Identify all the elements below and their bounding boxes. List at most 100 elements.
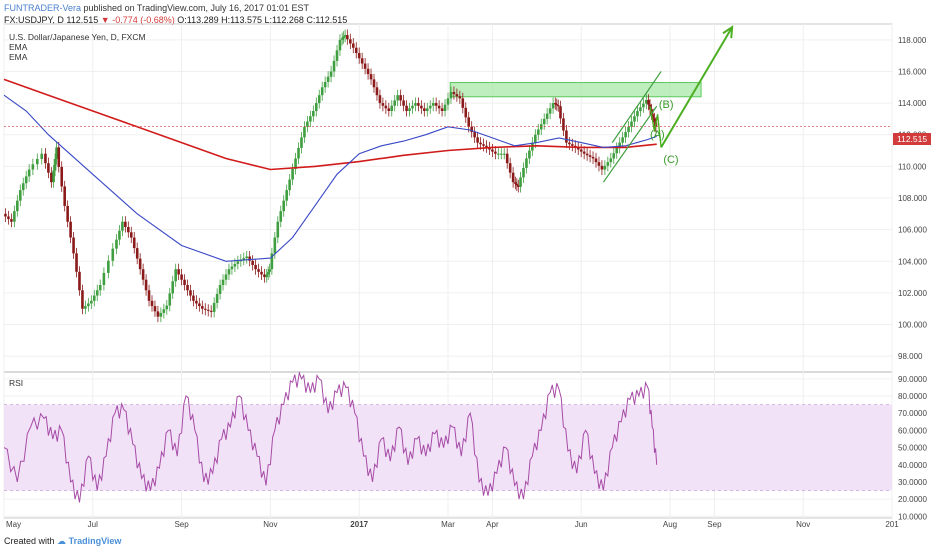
candle-body (579, 149, 583, 152)
candle-body (335, 50, 339, 61)
rsi-legend[interactable]: RSI (9, 378, 23, 388)
candle-body (21, 183, 25, 191)
candle-body (582, 151, 586, 154)
candle-body (198, 303, 201, 307)
candle-body (294, 158, 297, 169)
candle-body (248, 256, 251, 261)
candle-body (591, 156, 595, 159)
candle-body (215, 293, 219, 303)
candle-body (434, 103, 438, 106)
candle-body (606, 162, 610, 166)
candle-body (55, 147, 58, 159)
candle-body (633, 116, 636, 122)
candle-body (639, 107, 642, 111)
candle-body (118, 230, 121, 240)
candle-body (138, 258, 142, 270)
candle-body (514, 182, 517, 184)
candle-body (515, 183, 519, 186)
candle-body (630, 121, 633, 127)
candle-body (618, 142, 621, 148)
ohlc-values: O:113.289 H:113.575 L:112.268 C:112.515 (177, 15, 348, 25)
candle-body (320, 87, 324, 96)
candle-body (102, 272, 106, 285)
candle-body (642, 103, 645, 108)
candle-body (245, 256, 249, 259)
annotations: (B) (A) (C) (602, 25, 734, 183)
candle-body (129, 232, 133, 238)
time-tick-label: Mar (441, 520, 455, 529)
candle-body (647, 99, 650, 105)
candle-body (408, 108, 411, 111)
candle-body (576, 147, 580, 150)
ema-legend-1[interactable]: EMA (9, 42, 28, 52)
candle-body (317, 95, 321, 104)
rsi-tick-label: 80.0000 (898, 392, 927, 401)
candle-body (343, 35, 347, 37)
candle-body (440, 108, 444, 111)
channel-upper-line (611, 71, 662, 143)
candle-body (266, 271, 270, 275)
candle-body (180, 274, 183, 280)
candle-body (517, 185, 520, 187)
candle-body (63, 186, 66, 206)
candle-body (260, 271, 263, 275)
candle-body (621, 137, 624, 143)
candle-body (254, 264, 257, 270)
candle-body (615, 147, 619, 154)
candle-body (69, 221, 72, 238)
candle-body (47, 163, 50, 173)
candle-body (399, 95, 402, 101)
candle-body (508, 163, 512, 173)
rsi-tick-label: 20.0000 (898, 495, 927, 504)
candle-body (594, 158, 598, 163)
candle-body (458, 96, 462, 99)
time-tick-label: Aug (663, 520, 677, 529)
symbol-label[interactable]: FX:USDJPY, D (4, 15, 64, 25)
candle-body (227, 269, 231, 275)
candle-body (50, 172, 53, 183)
price-axis[interactable]: 98.000 100.000 102.000 104.000 106.000 108.00… (898, 36, 927, 361)
candle-body (92, 295, 96, 301)
candle-body (242, 258, 246, 260)
candle-body (75, 253, 78, 272)
candle-body (168, 293, 172, 306)
candle-body (470, 126, 473, 133)
ema-legend-2[interactable]: EMA (9, 52, 28, 62)
candle-body (528, 150, 531, 159)
publish-text: published on TradingView.com, July 16, 2… (83, 3, 310, 13)
rsi-tick-label: 50.0000 (898, 444, 927, 453)
candle-body (369, 74, 373, 80)
candle-body (559, 106, 562, 119)
candle-body (603, 165, 607, 170)
cloud-logo-icon: ☁ (57, 536, 67, 546)
candle-body (423, 108, 426, 111)
author-link[interactable]: FUNTRADER-Vera (4, 3, 82, 13)
candle-body (534, 134, 537, 143)
candle-body (351, 43, 355, 48)
candle-body (40, 153, 44, 159)
rsi-tick-label: 10.0000 (898, 512, 927, 521)
last-price-tag (893, 133, 931, 145)
projection-arrowhead-icon (722, 25, 734, 39)
candle-body (645, 99, 648, 104)
time-tick-label: Sep (707, 520, 722, 529)
price-tick-label: 100.000 (898, 321, 927, 330)
time-tick-label: Nov (263, 520, 277, 529)
candle-body (411, 105, 414, 109)
candle-body (279, 211, 283, 222)
tradingview-brand[interactable]: TradingView (68, 536, 122, 546)
candle-body (291, 169, 294, 180)
down-arrow-icon: ▼ (100, 15, 110, 25)
candle-body (18, 190, 22, 201)
candle-body (502, 153, 506, 155)
candle-body (171, 281, 175, 294)
candle-body (147, 290, 151, 301)
candle-body (461, 98, 465, 108)
rsi-tick-label: 60.0000 (898, 426, 927, 435)
candle-body (221, 279, 225, 285)
time-axis[interactable]: May Jul Sep Nov 2017 Mar Apr Jun Aug Sep Nov 201 (6, 520, 899, 529)
candle-body (390, 105, 394, 111)
candle-body (473, 132, 476, 138)
price-tick-label: 110.000 (898, 162, 927, 171)
rsi-axis[interactable]: 10.0000 20.0000 30.0000 40.0000 50.0000 60.00… (898, 375, 927, 521)
